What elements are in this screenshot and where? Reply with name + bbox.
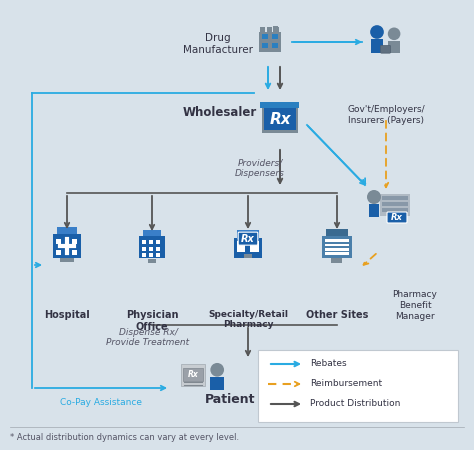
FancyBboxPatch shape xyxy=(388,40,401,53)
Text: Drug
Manufacturer: Drug Manufacturer xyxy=(183,33,253,55)
FancyBboxPatch shape xyxy=(382,196,408,200)
Text: Providers/
Dispensers: Providers/ Dispensers xyxy=(235,158,285,178)
FancyBboxPatch shape xyxy=(369,204,379,217)
FancyBboxPatch shape xyxy=(260,27,265,33)
FancyBboxPatch shape xyxy=(60,258,73,262)
FancyBboxPatch shape xyxy=(261,102,300,108)
FancyBboxPatch shape xyxy=(237,241,246,252)
FancyBboxPatch shape xyxy=(142,253,146,257)
FancyBboxPatch shape xyxy=(250,241,258,252)
FancyBboxPatch shape xyxy=(273,26,278,33)
FancyBboxPatch shape xyxy=(142,240,146,244)
FancyBboxPatch shape xyxy=(331,258,343,263)
Text: Wholesaler: Wholesaler xyxy=(183,107,257,120)
Text: * Actual distribution dynamics can vary at every level.: * Actual distribution dynamics can vary … xyxy=(10,433,239,442)
Circle shape xyxy=(367,190,381,204)
FancyBboxPatch shape xyxy=(267,27,272,33)
Text: Reimbursement: Reimbursement xyxy=(310,379,382,388)
FancyBboxPatch shape xyxy=(181,364,205,386)
Text: Rx: Rx xyxy=(188,370,198,379)
FancyBboxPatch shape xyxy=(325,248,349,251)
FancyBboxPatch shape xyxy=(149,247,154,251)
FancyBboxPatch shape xyxy=(149,253,154,257)
FancyBboxPatch shape xyxy=(156,253,160,257)
Text: Rx: Rx xyxy=(391,213,403,222)
FancyBboxPatch shape xyxy=(325,243,349,246)
Text: Product Distribution: Product Distribution xyxy=(310,400,401,409)
FancyBboxPatch shape xyxy=(321,236,352,258)
Text: Patient: Patient xyxy=(205,393,255,406)
FancyBboxPatch shape xyxy=(274,27,279,33)
FancyBboxPatch shape xyxy=(272,43,278,48)
FancyBboxPatch shape xyxy=(262,43,268,48)
FancyBboxPatch shape xyxy=(382,202,408,206)
FancyBboxPatch shape xyxy=(382,208,408,211)
FancyBboxPatch shape xyxy=(53,234,82,258)
FancyBboxPatch shape xyxy=(237,230,259,238)
Text: Physician
Office: Physician Office xyxy=(126,310,178,332)
FancyBboxPatch shape xyxy=(72,250,77,255)
Text: Pharmacy
Benefit
Manager: Pharmacy Benefit Manager xyxy=(392,290,438,321)
FancyBboxPatch shape xyxy=(148,259,156,263)
FancyBboxPatch shape xyxy=(139,236,165,258)
FancyBboxPatch shape xyxy=(325,239,349,242)
Circle shape xyxy=(210,363,224,377)
FancyBboxPatch shape xyxy=(262,107,298,133)
Text: Rx: Rx xyxy=(241,234,255,244)
Circle shape xyxy=(370,25,384,39)
FancyBboxPatch shape xyxy=(183,368,203,381)
Circle shape xyxy=(388,27,401,40)
FancyBboxPatch shape xyxy=(72,239,77,244)
FancyBboxPatch shape xyxy=(56,250,61,255)
FancyBboxPatch shape xyxy=(238,232,258,245)
FancyBboxPatch shape xyxy=(156,240,160,244)
FancyBboxPatch shape xyxy=(57,227,77,234)
FancyBboxPatch shape xyxy=(258,350,458,422)
FancyBboxPatch shape xyxy=(210,377,224,390)
Text: Specialty/Retail
Pharmacy: Specialty/Retail Pharmacy xyxy=(208,310,288,329)
FancyBboxPatch shape xyxy=(259,32,281,52)
FancyBboxPatch shape xyxy=(262,34,268,39)
FancyBboxPatch shape xyxy=(244,254,252,258)
FancyBboxPatch shape xyxy=(371,39,383,53)
Text: Gov't/Employers/
Insurers (Payers): Gov't/Employers/ Insurers (Payers) xyxy=(347,105,425,125)
FancyBboxPatch shape xyxy=(142,247,146,251)
FancyBboxPatch shape xyxy=(380,194,410,216)
FancyBboxPatch shape xyxy=(264,108,296,130)
FancyBboxPatch shape xyxy=(325,252,349,255)
FancyBboxPatch shape xyxy=(381,45,391,53)
FancyBboxPatch shape xyxy=(156,247,160,251)
Text: Other Sites: Other Sites xyxy=(306,310,368,320)
FancyBboxPatch shape xyxy=(326,229,348,236)
Text: Hospital: Hospital xyxy=(44,310,90,320)
FancyBboxPatch shape xyxy=(272,34,278,39)
FancyBboxPatch shape xyxy=(149,240,154,244)
Text: Rx: Rx xyxy=(269,112,291,127)
FancyBboxPatch shape xyxy=(56,239,61,244)
FancyBboxPatch shape xyxy=(143,230,161,236)
Text: Rebates: Rebates xyxy=(310,360,346,369)
Text: Dispense Rx/
Provide Treatment: Dispense Rx/ Provide Treatment xyxy=(107,328,190,347)
FancyBboxPatch shape xyxy=(234,238,262,258)
Text: Co-Pay Assistance: Co-Pay Assistance xyxy=(60,398,142,407)
FancyBboxPatch shape xyxy=(387,212,407,223)
